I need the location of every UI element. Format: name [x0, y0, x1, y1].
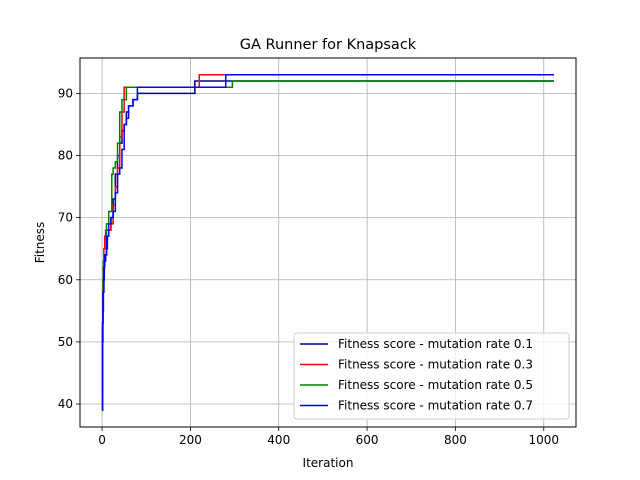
- axis-ticks: 0 200 400 600 800 1000 40 50 60 70 80 90: [58, 86, 559, 447]
- legend-label: Fitness score - mutation rate 0.1: [338, 337, 533, 351]
- legend: Fitness score - mutation rate 0.1 Fitness…: [293, 332, 570, 420]
- x-axis-label: Iteration: [303, 456, 354, 470]
- y-tick-label: 50: [58, 335, 73, 349]
- y-axis-label: Fitness: [33, 222, 47, 264]
- legend-label: Fitness score - mutation rate 0.3: [338, 358, 533, 372]
- chart-title: GA Runner for Knapsack: [240, 37, 417, 53]
- x-tick-label: 800: [444, 433, 467, 447]
- y-tick-label: 90: [58, 86, 73, 100]
- y-tick-label: 80: [58, 149, 73, 163]
- plot-lines: [101, 74, 554, 411]
- y-tick-label: 40: [58, 397, 73, 411]
- series-line-4: [101, 74, 554, 411]
- legend-label: Fitness score - mutation rate 0.5: [338, 378, 533, 392]
- y-tick-label: 70: [58, 211, 73, 225]
- y-tick-label: 60: [58, 273, 73, 287]
- x-tick-label: 400: [267, 433, 290, 447]
- legend-label: Fitness score - mutation rate 0.7: [338, 399, 533, 413]
- x-tick-label: 1000: [528, 433, 559, 447]
- legend-box: [293, 332, 570, 420]
- x-tick-label: 0: [98, 433, 106, 447]
- x-tick-label: 600: [356, 433, 379, 447]
- x-tick-label: 200: [179, 433, 202, 447]
- grid: [80, 58, 576, 427]
- plot-frame: [79, 57, 577, 428]
